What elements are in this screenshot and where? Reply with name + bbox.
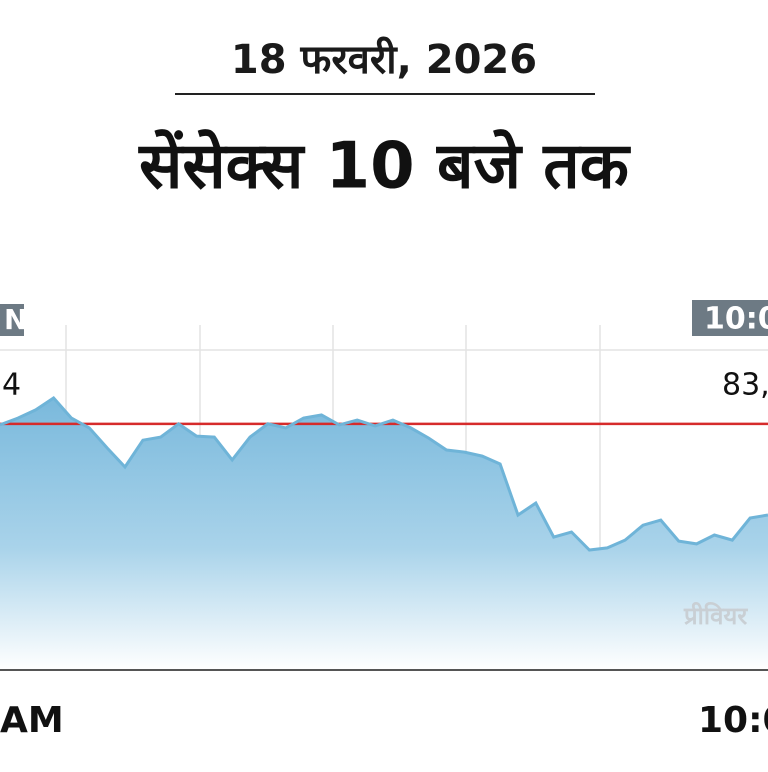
time-box: [692, 300, 768, 336]
time-box: [0, 304, 24, 336]
chart-title: सेंसेक्स 10 बजे तक: [138, 129, 632, 204]
reference-label: प्रीवियर: [683, 602, 748, 630]
plot: [0, 396, 768, 670]
end-time: 10:0: [704, 302, 768, 337]
line: [0, 396, 768, 552]
x-tick-label: AM: [0, 700, 64, 741]
date: 18 फरवरी, 2026: [231, 36, 537, 83]
area-fill: [0, 398, 768, 670]
end-value: 83,: [722, 368, 768, 403]
start-time: N: [4, 303, 27, 336]
start-value: 4: [2, 368, 21, 403]
x-tick-label: 10:0: [698, 700, 768, 741]
